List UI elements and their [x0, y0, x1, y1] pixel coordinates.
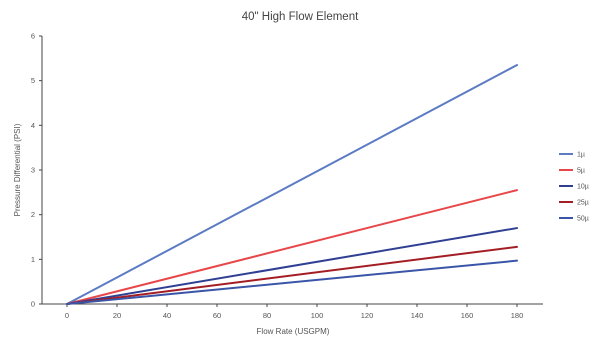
x-tick-label: 160	[461, 311, 474, 320]
chart-title: 40" High Flow Element	[242, 11, 359, 23]
y-tick-label: 3	[31, 166, 35, 175]
x-tick-label: 40	[163, 311, 171, 320]
x-axis-label: Flow Rate (USGPM)	[257, 327, 330, 336]
x-tick-label: 0	[65, 311, 69, 320]
y-tick-label: 1	[31, 255, 35, 264]
x-tick-label: 140	[411, 311, 424, 320]
x-tick-label: 80	[263, 311, 271, 320]
x-tick-label: 180	[511, 311, 524, 320]
series-group	[66, 64, 518, 305]
x-axis: 0 20 40 60 80 100 120 140 160 180	[42, 303, 543, 320]
series-line-0	[66, 64, 518, 305]
y-axis: 0 1 2 3 4 5 6	[31, 32, 43, 309]
y-tick-label: 5	[31, 76, 35, 85]
x-tick-label: 60	[213, 311, 221, 320]
legend-label-3: 25µ	[577, 200, 589, 207]
series-line-1	[66, 189, 518, 305]
legend-label-4: 50µ	[577, 216, 589, 223]
y-tick-label: 2	[31, 210, 35, 219]
x-tick-label: 120	[361, 311, 374, 320]
series-line-4	[66, 259, 518, 305]
y-tick-label: 4	[31, 121, 35, 130]
legend: 1µ 5µ 10µ 25µ 50µ	[559, 152, 589, 223]
series-line-3	[66, 245, 518, 305]
x-tick-label: 100	[311, 311, 324, 320]
y-axis-label: Pressure Differential (PSI)	[13, 123, 22, 216]
y-tick-label: 0	[31, 300, 35, 309]
x-tick-label: 20	[113, 311, 121, 320]
series-line-2	[66, 227, 518, 305]
legend-label-1: 5µ	[577, 168, 585, 175]
y-tick-label: 6	[31, 32, 35, 41]
legend-label-0: 1µ	[577, 152, 585, 159]
legend-label-2: 10µ	[577, 184, 589, 191]
